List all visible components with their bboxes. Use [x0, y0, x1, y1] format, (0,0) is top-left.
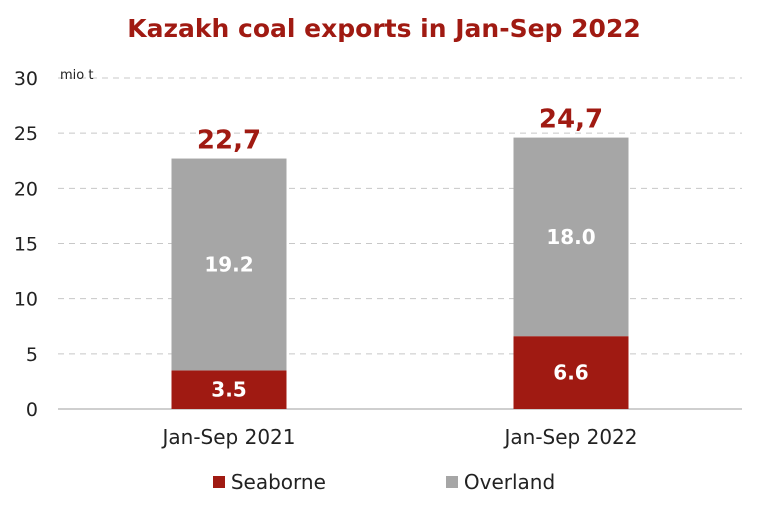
data-label-seaborne-0: 3.5: [211, 378, 246, 402]
x-tick-label-0: Jan-Sep 2021: [161, 425, 296, 449]
bar-seaborne-1: [513, 336, 629, 409]
y-tick-label-25: 25: [14, 123, 38, 145]
total-label-0: 22,7: [197, 126, 261, 156]
y-tick-label-20: 20: [14, 178, 38, 200]
y-tick-label-15: 15: [14, 234, 38, 256]
legend: Seaborne Overland: [0, 470, 768, 494]
data-label-seaborne-1: 6.6: [553, 361, 588, 385]
bar-seaborne-0: [171, 370, 287, 409]
legend-label-overland: Overland: [463, 470, 556, 494]
legend-item-seaborne: Seaborne: [212, 470, 326, 494]
legend-label-seaborne: Seaborne: [230, 470, 326, 494]
y-tick-label-30: 30: [14, 68, 38, 90]
legend-item-overland: Overland: [445, 470, 556, 494]
bar-overland-1: [513, 137, 629, 337]
chart-title: Kazakh coal exports in Jan-Sep 2022: [127, 14, 641, 43]
legend-swatch-seaborne: [212, 476, 225, 488]
y-tick-label-0: 0: [26, 399, 38, 421]
bar-overland-0: [171, 158, 287, 371]
x-tick-label-1: Jan-Sep 2022: [503, 425, 638, 449]
y-tick-label-10: 10: [14, 289, 38, 311]
data-label-overland-1: 18.0: [546, 225, 595, 249]
total-label-1: 24,7: [539, 105, 603, 135]
y-tick-label-5: 5: [26, 344, 38, 366]
legend-swatch-overland: [445, 476, 458, 488]
unit-label: mio t: [60, 68, 93, 83]
data-label-overland-0: 19.2: [204, 252, 253, 276]
